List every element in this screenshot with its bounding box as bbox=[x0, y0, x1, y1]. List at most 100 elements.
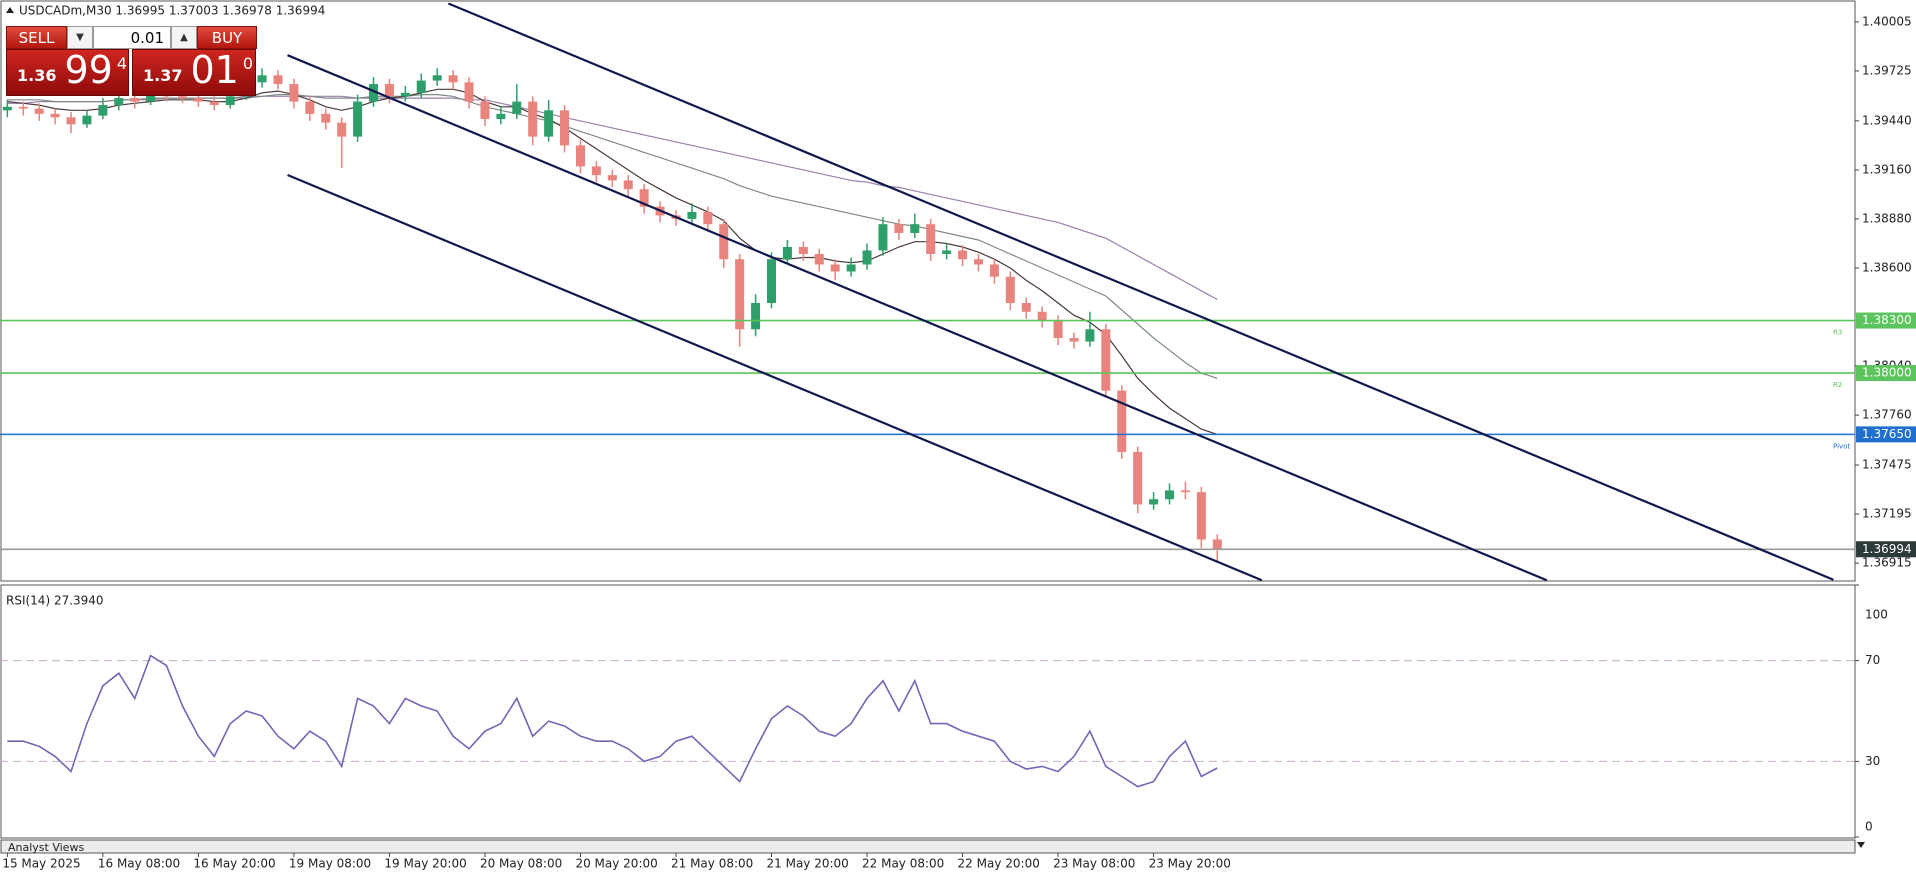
candle-body bbox=[687, 211, 697, 219]
candle-body bbox=[1069, 338, 1079, 342]
level-label: 1.38000 bbox=[1862, 366, 1912, 380]
candle-body bbox=[289, 84, 299, 102]
candle-body bbox=[767, 259, 777, 304]
candle-body bbox=[34, 108, 44, 114]
candle-body bbox=[98, 105, 108, 116]
lot-input[interactable]: 0.01 bbox=[93, 26, 171, 49]
candle-body bbox=[480, 101, 490, 120]
candle-body bbox=[735, 259, 745, 330]
candle-body bbox=[958, 250, 968, 260]
x-tick-label: 23 May 20:00 bbox=[1149, 857, 1231, 871]
candle-body bbox=[1021, 303, 1031, 312]
level-label: 1.36994 bbox=[1862, 542, 1912, 556]
y-tick-label: 1.39725 bbox=[1862, 63, 1912, 77]
candle-body bbox=[512, 101, 522, 114]
price-big: 1.37 bbox=[143, 66, 183, 85]
rsi-line bbox=[7, 654, 1218, 788]
candle-body bbox=[1196, 492, 1206, 540]
candle-body bbox=[560, 110, 570, 146]
x-tick-label: 19 May 20:00 bbox=[384, 857, 466, 871]
candle-body bbox=[130, 98, 140, 102]
candle-body bbox=[66, 117, 76, 125]
candle-body bbox=[830, 264, 840, 272]
level-label-bg bbox=[1856, 312, 1916, 329]
y-tick-label: 1.38880 bbox=[1862, 211, 1912, 225]
candle-body bbox=[1085, 329, 1095, 342]
candle-body bbox=[257, 75, 267, 83]
x-tick-label: 21 May 08:00 bbox=[671, 857, 753, 871]
candle-body bbox=[782, 246, 792, 260]
trendline bbox=[287, 54, 1548, 582]
candle-body bbox=[719, 224, 729, 260]
y-tick-label: 1.36915 bbox=[1862, 556, 1912, 570]
x-tick-label: 20 May 20:00 bbox=[575, 857, 657, 871]
rsi-tick-label: 30 bbox=[1865, 754, 1880, 768]
x-tick-label: 19 May 08:00 bbox=[289, 857, 371, 871]
candle-body bbox=[910, 224, 920, 233]
buy-button[interactable]: BUY bbox=[197, 26, 257, 49]
candle-body bbox=[321, 113, 331, 123]
x-tick-label: 21 May 20:00 bbox=[767, 857, 849, 871]
rsi-title: RSI(14) 27.3940 bbox=[6, 594, 104, 608]
candle-body bbox=[1149, 499, 1159, 505]
candle-body bbox=[2, 106, 12, 111]
candle-body bbox=[369, 84, 379, 102]
y-tick-label: 1.40005 bbox=[1862, 14, 1912, 28]
analyst-tab[interactable]: Analyst Views bbox=[8, 841, 84, 854]
candle-body bbox=[1005, 276, 1015, 304]
level-name: R3 bbox=[1833, 329, 1842, 337]
y-tick-label: 1.37760 bbox=[1862, 408, 1912, 422]
level-name: R2 bbox=[1833, 381, 1842, 389]
candle-body bbox=[814, 253, 824, 265]
candle-body bbox=[623, 180, 633, 190]
candle-body bbox=[989, 264, 999, 277]
lot-up[interactable]: ▲ bbox=[171, 26, 197, 49]
price-big: 1.36 bbox=[17, 66, 57, 85]
candle-body bbox=[209, 101, 219, 106]
rsi-tick-label: 100 bbox=[1865, 608, 1888, 622]
candle-body bbox=[305, 101, 315, 114]
trendline bbox=[447, 2, 1834, 581]
lot-down[interactable]: ▼ bbox=[67, 26, 93, 49]
candle-body bbox=[416, 80, 426, 93]
price-point: 4 bbox=[116, 54, 128, 73]
candle-body bbox=[1212, 539, 1222, 550]
candle-body bbox=[146, 92, 156, 102]
sell-price[interactable]: 1.36 99 4 bbox=[6, 49, 129, 96]
candle-body bbox=[591, 166, 601, 176]
candle-body bbox=[894, 224, 904, 233]
candle-body bbox=[193, 98, 203, 102]
candle-body bbox=[337, 122, 347, 137]
y-tick-label: 1.38600 bbox=[1862, 260, 1912, 274]
candle-body bbox=[177, 96, 187, 99]
y-tick-label: 1.39160 bbox=[1862, 162, 1912, 176]
moving-average bbox=[7, 94, 1218, 379]
candle-body bbox=[464, 82, 474, 102]
level-label-bg bbox=[1856, 541, 1916, 558]
x-tick-label: 22 May 20:00 bbox=[958, 857, 1040, 871]
candle-body bbox=[1165, 490, 1175, 500]
candle-body bbox=[50, 113, 60, 118]
candle-body bbox=[846, 264, 856, 272]
pane-arrow bbox=[1857, 842, 1865, 848]
x-tick-label: 16 May 08:00 bbox=[98, 857, 180, 871]
collapse-icon[interactable] bbox=[6, 7, 14, 13]
level-name: Pivot bbox=[1833, 442, 1850, 450]
price-pane bbox=[0, 0, 1856, 582]
price-point: 0 bbox=[242, 54, 254, 73]
candle-body bbox=[607, 175, 617, 181]
buy-price[interactable]: 1.37 01 0 bbox=[132, 49, 256, 96]
candle-body bbox=[544, 110, 554, 137]
candle-body bbox=[225, 96, 235, 106]
price-pips: 01 bbox=[190, 48, 239, 92]
candle-body bbox=[862, 250, 872, 265]
candle-body bbox=[448, 75, 458, 83]
candle-body bbox=[273, 75, 283, 85]
candle-body bbox=[400, 92, 410, 97]
candle-body bbox=[432, 75, 442, 81]
rsi-tick-label: 70 bbox=[1865, 653, 1880, 667]
candle-body bbox=[798, 246, 808, 254]
level-label: 1.37650 bbox=[1862, 427, 1912, 441]
sell-button[interactable]: SELL bbox=[6, 26, 67, 49]
